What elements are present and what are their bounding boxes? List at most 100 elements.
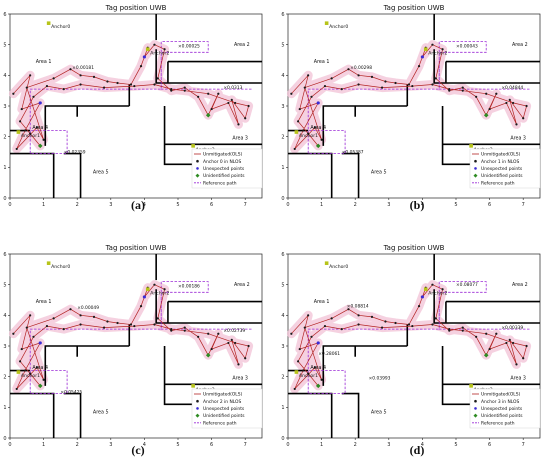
unexpected-point bbox=[38, 101, 42, 105]
trajectory-point bbox=[431, 323, 434, 326]
chart-svg: Tag position UWB 0 1 2 3 4 5 6 7 0 1 2 3 4 5 6 Anchor0 An… bbox=[281, 4, 541, 208]
area-label: Area 2 bbox=[512, 282, 528, 288]
error-value-label: ×0.08814 bbox=[347, 304, 369, 310]
trajectory-point bbox=[508, 98, 511, 101]
trajectory-point bbox=[320, 378, 323, 381]
trajectory-point bbox=[247, 104, 250, 108]
trajectory-point bbox=[217, 92, 220, 95]
unidentified-point bbox=[37, 143, 43, 149]
trajectory-point bbox=[153, 43, 156, 46]
wall bbox=[288, 152, 333, 198]
area-label: Area 2 bbox=[512, 42, 528, 48]
y-tick-label: 4 bbox=[281, 313, 284, 319]
unidentified-point bbox=[483, 112, 489, 118]
trajectory-point bbox=[495, 92, 498, 95]
trajectory-point bbox=[357, 323, 360, 326]
trajectory-point bbox=[431, 283, 434, 286]
area-label: Area 3 bbox=[510, 136, 526, 142]
trajectory-point bbox=[92, 315, 96, 318]
anchor-marker bbox=[145, 287, 150, 292]
wall bbox=[322, 345, 408, 386]
x-tick-label: 1 bbox=[42, 202, 45, 208]
y-tick-label: 5 bbox=[281, 282, 284, 288]
y-tick-label: 0 bbox=[281, 196, 284, 202]
trajectory-point bbox=[508, 338, 511, 341]
trajectory-point bbox=[183, 329, 186, 332]
trajectory-point bbox=[153, 83, 156, 86]
error-value-label: ×0.28061 bbox=[318, 351, 340, 357]
trajectory-point bbox=[79, 314, 82, 317]
trajectory-point bbox=[227, 341, 230, 345]
trajectory-point bbox=[320, 138, 323, 141]
wall bbox=[155, 49, 262, 84]
x-tick-label: 2 bbox=[76, 442, 79, 448]
trajectory-point bbox=[20, 347, 23, 351]
area-label: Area 2 bbox=[234, 42, 250, 48]
anchor-marker bbox=[191, 144, 195, 148]
unexpected-point bbox=[316, 101, 320, 105]
trajectory-point bbox=[29, 372, 32, 375]
anchor-label: Anchor1 bbox=[21, 373, 40, 379]
anchor-label: Anchor2 bbox=[150, 290, 169, 296]
y-tick-label: 0 bbox=[3, 436, 6, 442]
x-tick-label: 3 bbox=[387, 442, 390, 448]
legend-entry: Unmitigated(OLS) bbox=[203, 392, 243, 398]
anchor-label: Anchor1 bbox=[299, 133, 318, 139]
legend-swatch bbox=[473, 173, 478, 178]
legend-entry: Unidentified points bbox=[481, 413, 523, 419]
wall bbox=[288, 392, 333, 438]
trajectory-point bbox=[18, 360, 22, 363]
trajectory-point bbox=[42, 378, 45, 381]
y-tick-label: 2 bbox=[3, 374, 6, 380]
error-value-label: ×0.00025 bbox=[178, 44, 200, 50]
y-tick-label: 6 bbox=[3, 12, 6, 18]
anchor-label: Anchor2 bbox=[150, 50, 169, 56]
trajectory-point bbox=[525, 104, 528, 108]
unexpected-point bbox=[316, 341, 320, 345]
area-label: Area 1 bbox=[36, 59, 52, 65]
trajectory-point bbox=[210, 107, 213, 111]
trajectory-point bbox=[417, 65, 421, 68]
trajectory-point bbox=[227, 101, 230, 105]
x-tick-label: 0 bbox=[8, 202, 11, 208]
area-label: Area 3 bbox=[510, 376, 526, 382]
trajectory-point bbox=[434, 77, 437, 80]
wall bbox=[341, 392, 360, 438]
wall bbox=[63, 152, 82, 198]
trajectory-point bbox=[522, 357, 525, 360]
trajectory-point bbox=[234, 101, 237, 105]
trajectory-point bbox=[237, 363, 240, 366]
trajectory-point bbox=[313, 126, 316, 129]
series-reference-path bbox=[29, 281, 252, 394]
trajectory-point bbox=[330, 77, 333, 80]
trajectory-point bbox=[441, 288, 444, 291]
x-tick-label: 1 bbox=[42, 442, 45, 448]
unexpected-point bbox=[38, 341, 42, 345]
trajectory-point bbox=[340, 328, 343, 331]
trajectory-point bbox=[417, 305, 421, 308]
x-tick-label: 6 bbox=[210, 202, 213, 208]
trajectory-point bbox=[411, 84, 414, 88]
trajectory-point bbox=[133, 84, 136, 88]
wall bbox=[44, 105, 130, 146]
trajectory-point bbox=[79, 74, 82, 77]
anchor-label: Anchor0 bbox=[329, 24, 348, 30]
anchor-label: Anchor2 bbox=[428, 50, 447, 56]
series-reference-path bbox=[307, 281, 530, 394]
trajectory-point bbox=[32, 335, 35, 338]
trajectory-point bbox=[384, 80, 387, 83]
x-tick-label: 4 bbox=[143, 442, 146, 448]
trajectory-point bbox=[434, 317, 437, 320]
legend-swatch bbox=[474, 407, 477, 410]
anchor-label: Anchor1 bbox=[299, 373, 318, 379]
trajectory-point bbox=[163, 48, 166, 51]
trajectory-point bbox=[35, 126, 38, 129]
trajectory-point bbox=[15, 387, 18, 391]
trajectory-point bbox=[307, 132, 310, 135]
legend-entry: Unmitigated(OLS) bbox=[203, 152, 243, 158]
trajectory-point bbox=[357, 83, 360, 86]
trajectory-point bbox=[488, 107, 491, 111]
trajectory-point bbox=[512, 101, 515, 105]
trajectory-point bbox=[29, 132, 32, 135]
anchor-label: Anchor1 bbox=[21, 133, 40, 139]
